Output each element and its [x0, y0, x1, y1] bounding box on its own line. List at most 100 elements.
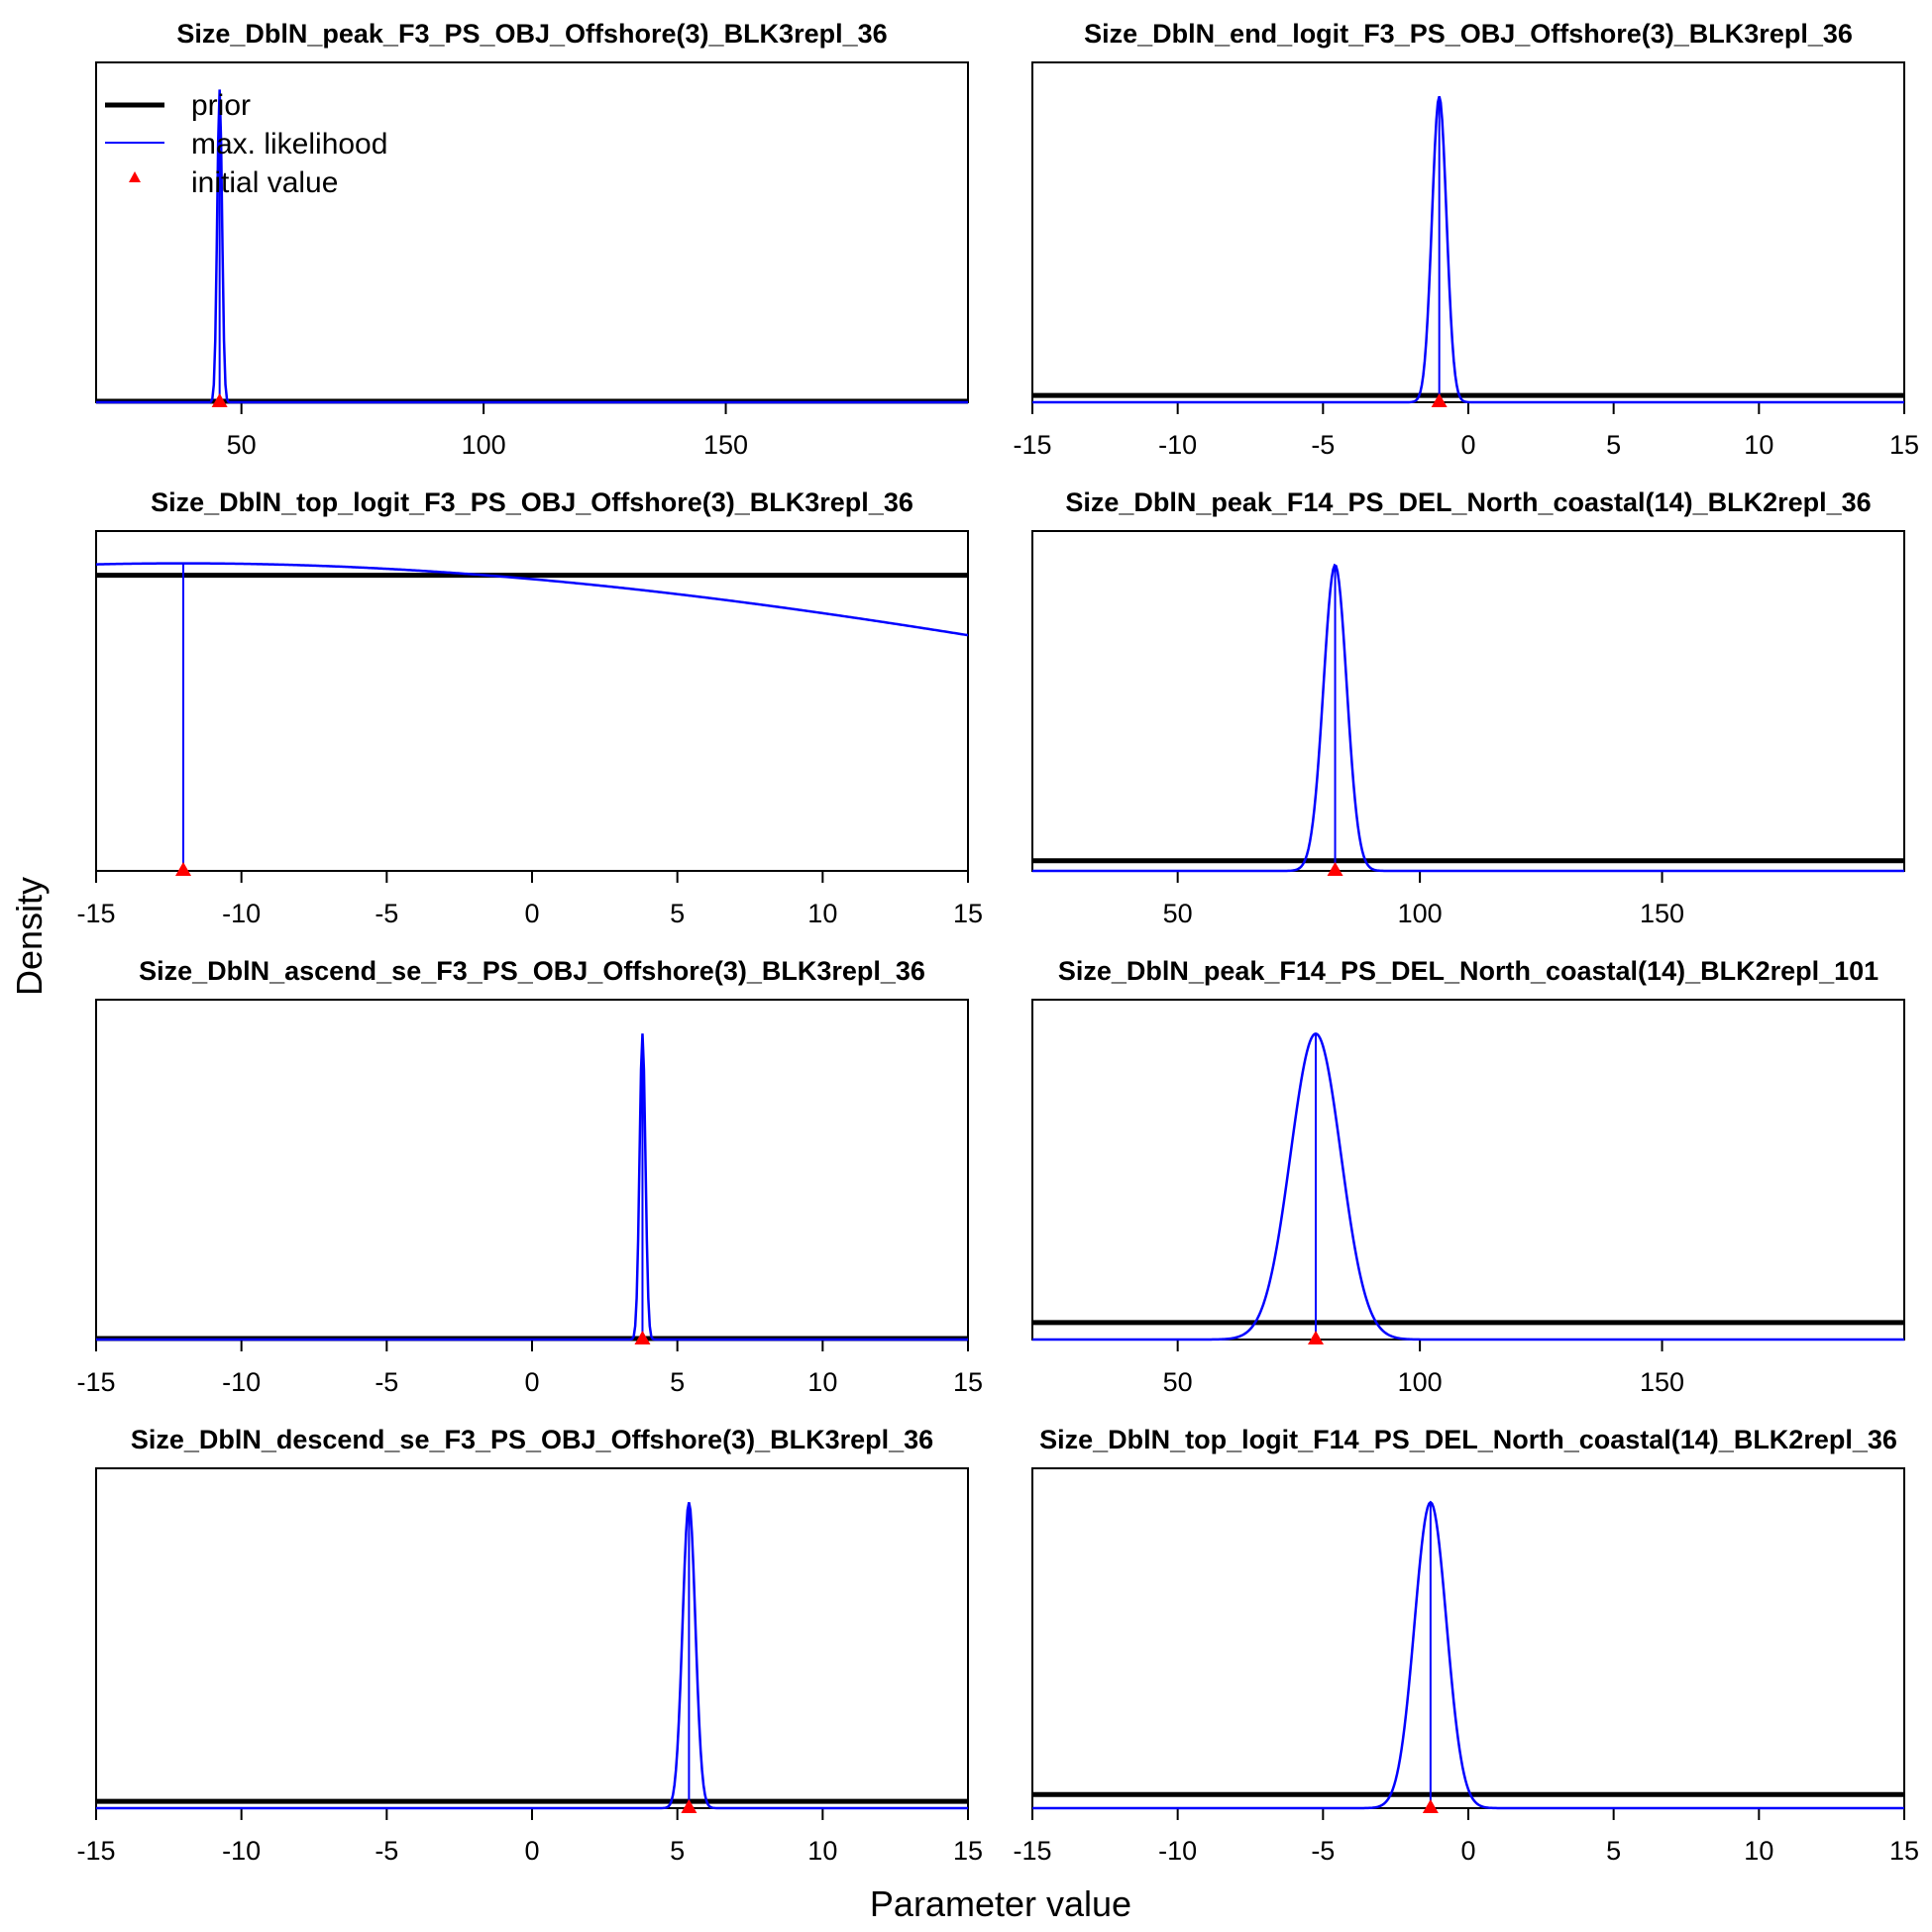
mle-curve	[96, 89, 968, 404]
panel-title: Size_DblN_top_logit_F3_PS_OBJ_Offshore(3…	[151, 487, 913, 517]
panel-3: Size_DblN_top_logit_F3_PS_OBJ_Offshore(3…	[76, 487, 983, 928]
legend-init-label: initial value	[191, 166, 338, 199]
x-tick-label: 150	[703, 430, 748, 460]
mle-curve	[1032, 1031, 1904, 1342]
x-tick-label: 10	[1744, 1836, 1773, 1866]
panel-title: Size_DblN_peak_F14_PS_DEL_North_coastal(…	[1058, 956, 1878, 986]
curve-layer	[96, 562, 968, 871]
panel-5: Size_DblN_ascend_se_F3_PS_OBJ_Offshore(3…	[76, 956, 983, 1397]
panel-title: Size_DblN_descend_se_F3_PS_OBJ_Offshore(…	[131, 1425, 933, 1454]
initial-value-marker	[1308, 1331, 1324, 1344]
panel-7: Size_DblN_descend_se_F3_PS_OBJ_Offshore(…	[76, 1425, 983, 1866]
initial-value-marker	[175, 862, 191, 876]
x-tick-label: 50	[227, 430, 257, 460]
x-tick-label: -10	[1158, 1836, 1197, 1866]
panel-title: Size_DblN_top_logit_F14_PS_DEL_North_coa…	[1039, 1425, 1897, 1454]
x-tick-label: 15	[1889, 1836, 1919, 1866]
x-tick-label: 5	[1606, 430, 1621, 460]
curve-layer	[1032, 1031, 1904, 1342]
initial-value-marker	[1422, 1799, 1439, 1813]
legend: prior max. likelihood initial value	[105, 89, 387, 199]
curve-layer	[96, 1502, 968, 1810]
x-tick-label: -10	[222, 899, 261, 928]
panel-6: Size_DblN_peak_F14_PS_DEL_North_coastal(…	[1031, 956, 1905, 1397]
x-tick-label: 50	[1163, 1367, 1193, 1397]
x-tick-label: 10	[807, 1367, 837, 1397]
x-tick-label: 0	[1460, 1836, 1475, 1866]
plot-frame	[1031, 61, 1905, 403]
x-tick-label: 150	[1640, 1367, 1684, 1397]
panels: Size_DblN_peak_F3_PS_OBJ_Offshore(3)_BLK…	[76, 19, 1919, 1866]
x-tick-label: 0	[524, 1836, 539, 1866]
initial-value-marker	[1327, 862, 1343, 876]
x-tick-label: -10	[222, 1367, 261, 1397]
curve-layer	[1032, 563, 1904, 873]
x-tick-label: -5	[375, 899, 398, 928]
x-tick-label: 100	[462, 430, 506, 460]
legend-mle-label: max. likelihood	[191, 128, 387, 161]
x-tick-label: 15	[953, 1836, 983, 1866]
x-axis-label: Parameter value	[870, 1883, 1131, 1924]
x-tick-label: 5	[670, 899, 685, 928]
x-tick-label: -15	[1013, 1836, 1051, 1866]
panel-title: Size_DblN_ascend_se_F3_PS_OBJ_Offshore(3…	[139, 956, 925, 986]
mle-curve	[96, 562, 968, 637]
initial-value-marker	[681, 1799, 698, 1813]
x-tick-label: -15	[76, 899, 115, 928]
x-tick-label: -15	[76, 1367, 115, 1397]
mle-curve	[1032, 96, 1904, 404]
x-tick-label: -5	[1311, 430, 1335, 460]
legend-init-marker	[129, 171, 141, 182]
panel-2: Size_DblN_end_logit_F3_PS_OBJ_Offshore(3…	[1013, 19, 1919, 460]
panel-title: Size_DblN_peak_F14_PS_DEL_North_coastal(…	[1065, 487, 1871, 517]
initial-value-marker	[211, 393, 228, 407]
plot-frame	[1031, 999, 1905, 1341]
mle-curve	[1032, 563, 1904, 873]
x-tick-label: -15	[76, 1836, 115, 1866]
plot-frame	[1031, 530, 1905, 872]
x-tick-label: -10	[222, 1836, 261, 1866]
mle-curve	[1032, 1500, 1904, 1810]
curve-layer	[96, 1033, 968, 1342]
x-tick-label: -5	[1311, 1836, 1335, 1866]
x-tick-label: 5	[1606, 1836, 1621, 1866]
plot-frame	[95, 530, 969, 872]
mle-curve	[96, 1033, 968, 1342]
x-tick-label: 5	[670, 1367, 685, 1397]
x-tick-label: -15	[1013, 430, 1051, 460]
panel-1: Size_DblN_peak_F3_PS_OBJ_Offshore(3)_BLK…	[95, 19, 969, 460]
y-axis-label: Density	[9, 877, 50, 996]
x-tick-label: 15	[953, 899, 983, 928]
x-tick-label: 15	[953, 1367, 983, 1397]
x-tick-label: 15	[1889, 430, 1919, 460]
initial-value-marker	[1431, 393, 1448, 407]
plot-frame	[1031, 1467, 1905, 1809]
x-tick-label: 100	[1398, 1367, 1443, 1397]
panel-title: Size_DblN_peak_F3_PS_OBJ_Offshore(3)_BLK…	[176, 19, 887, 49]
x-tick-label: 5	[670, 1836, 685, 1866]
x-tick-label: 10	[807, 899, 837, 928]
mle-curve	[96, 1502, 968, 1810]
legend-prior-label: prior	[191, 89, 251, 122]
panel-4: Size_DblN_peak_F14_PS_DEL_North_coastal(…	[1031, 487, 1905, 928]
x-tick-label: 150	[1640, 899, 1684, 928]
panel-title: Size_DblN_end_logit_F3_PS_OBJ_Offshore(3…	[1084, 19, 1853, 49]
plot-frame	[95, 999, 969, 1341]
x-tick-label: 10	[807, 1836, 837, 1866]
panel-8: Size_DblN_top_logit_F14_PS_DEL_North_coa…	[1013, 1425, 1919, 1866]
curve-layer	[96, 89, 968, 404]
curve-layer	[1032, 1500, 1904, 1810]
plot-frame	[95, 1467, 969, 1809]
x-tick-label: -5	[375, 1367, 398, 1397]
x-tick-label: 10	[1744, 430, 1773, 460]
x-tick-label: 0	[1460, 430, 1475, 460]
x-tick-label: -5	[375, 1836, 398, 1866]
initial-value-marker	[634, 1331, 651, 1344]
x-tick-label: 50	[1163, 899, 1193, 928]
x-tick-label: 100	[1398, 899, 1443, 928]
curve-layer	[1032, 96, 1904, 404]
x-tick-label: -10	[1158, 430, 1197, 460]
x-tick-label: 0	[524, 899, 539, 928]
x-tick-label: 0	[524, 1367, 539, 1397]
